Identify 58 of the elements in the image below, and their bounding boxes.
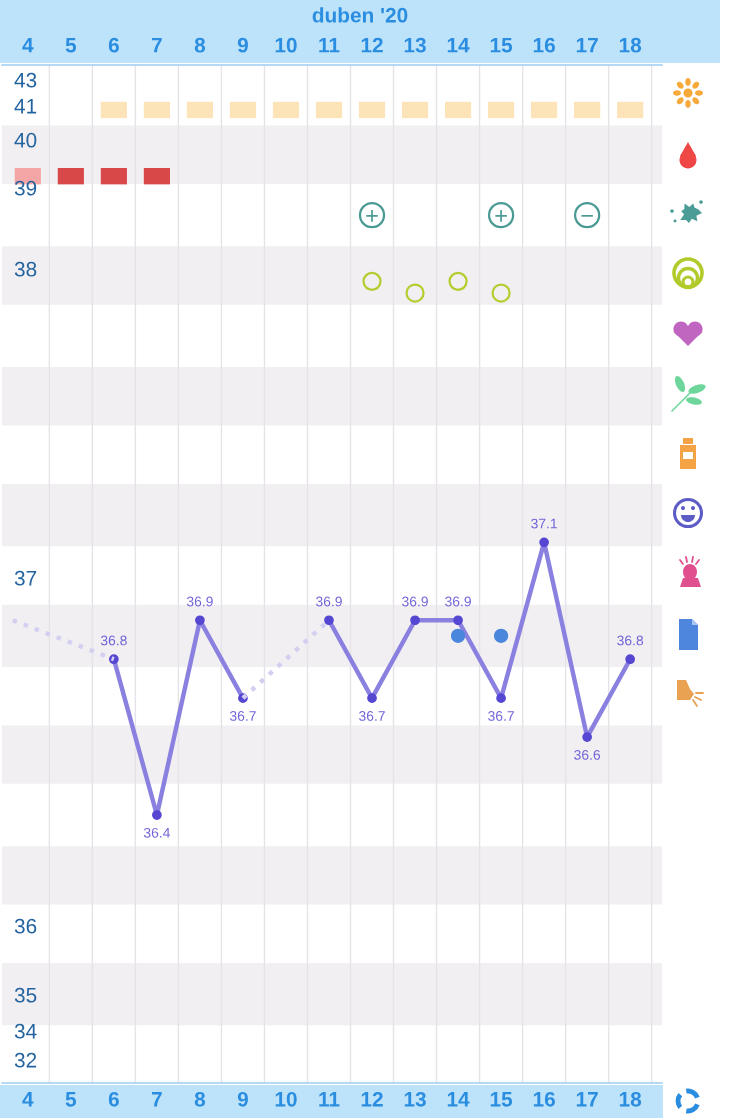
x-tick-label: 7 <box>151 1092 162 1107</box>
point <box>450 628 466 643</box>
data-label: − <box>581 215 593 217</box>
x2-tick-label: 11 <box>319 38 340 53</box>
data-label: 36.7 <box>359 711 385 721</box>
x-tick-label: 11 <box>319 1092 340 1107</box>
x2-tick-label: 16 <box>533 37 555 53</box>
x2-tick-label: 12 <box>361 37 383 53</box>
text: 35 <box>14 987 37 1003</box>
x2-tick-label: 15 <box>490 38 513 53</box>
data-label: 37.1 <box>531 518 557 529</box>
x-tick-label: 13 <box>404 1091 426 1107</box>
data-label: + <box>366 210 378 222</box>
x2-tick-label: 10 <box>275 37 297 53</box>
x-tick-label: 4 <box>22 1092 34 1107</box>
x2-axis-title: duben '20 <box>312 7 408 23</box>
x-tick-label: 17 <box>576 1092 598 1107</box>
annotation: 38 <box>14 261 37 277</box>
x2-tick-label: 18 <box>619 37 642 53</box>
data-label: 36.4 <box>143 827 170 838</box>
x2-tick-label: 17 <box>576 38 598 53</box>
x-tick-label: 18 <box>619 1091 642 1107</box>
x-tick-label: 15 <box>490 1092 513 1107</box>
x2-tick-label: 9 <box>237 37 248 53</box>
data-label: 36.7 <box>488 711 514 721</box>
data-label: 36.9 <box>402 596 428 607</box>
x2-tick-label: 14 <box>447 38 470 53</box>
annotation: 41 <box>14 99 37 114</box>
x-tick-label: 12 <box>361 1091 383 1107</box>
x-tick-label: 9 <box>237 1091 248 1107</box>
data-label: 36.9 <box>316 596 342 607</box>
x-tick-label: 8 <box>194 1091 206 1107</box>
x-tick-label: 5 <box>65 1092 77 1107</box>
text: 32 <box>14 1052 37 1068</box>
data-label: 36.7 <box>229 711 256 721</box>
text: 34 <box>14 1023 37 1039</box>
data-label: + <box>495 210 507 222</box>
data-label: 36.8 <box>100 635 127 646</box>
x2-tick-label: 5 <box>65 38 77 53</box>
x2-tick-label: 8 <box>194 37 206 53</box>
data-label: 36.9 <box>445 596 471 607</box>
text: 43 <box>14 72 37 88</box>
annotation: 40 <box>14 132 37 148</box>
data-label: 36.9 <box>186 596 213 607</box>
x-tick-label: 10 <box>275 1091 297 1107</box>
data-label: 36.8 <box>617 635 644 646</box>
x2-tick-label: 4 <box>22 38 34 53</box>
x-tick-label: 6 <box>108 1091 119 1107</box>
x2-tick-label: 13 <box>404 37 426 53</box>
x-tick-label: 16 <box>533 1091 555 1107</box>
text: 36 <box>14 918 37 934</box>
data-label: 36.6 <box>574 749 601 760</box>
x2-tick-label: 6 <box>108 37 119 53</box>
point <box>493 628 509 643</box>
annotation: 37 <box>14 570 37 586</box>
x-tick-label: 14 <box>447 1092 470 1107</box>
annotation: 39 <box>14 180 37 196</box>
x2-tick-label: 7 <box>151 38 162 53</box>
